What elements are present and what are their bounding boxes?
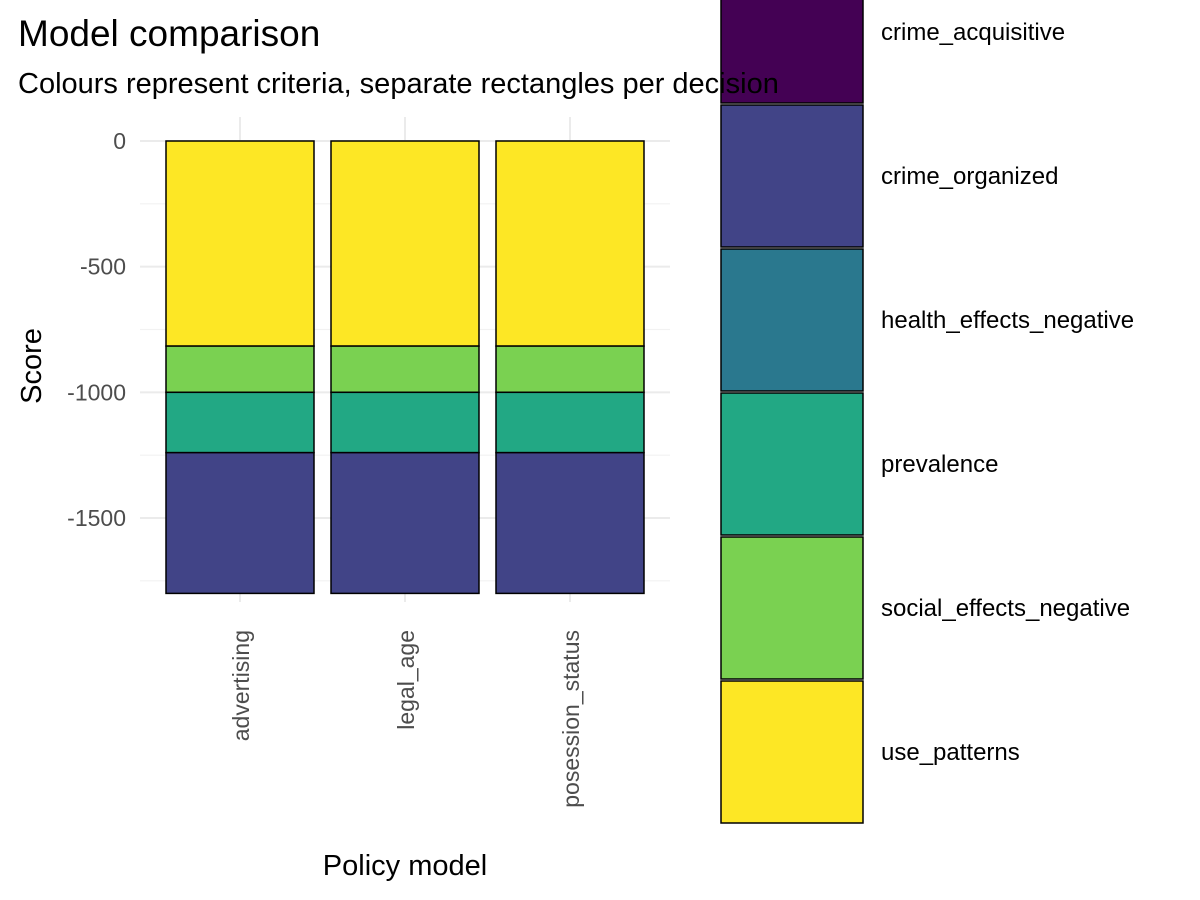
bar-segment-use-patterns-advertising (165, 140, 315, 347)
bar-segment-prevalence-posession-status (495, 391, 645, 454)
chart-title: Model comparison (18, 13, 320, 54)
y-tick-label: -500 (80, 254, 126, 280)
y-axis: 0 -500 -1000 -1500 (67, 128, 126, 531)
y-tick-label: 0 (113, 128, 126, 154)
legend-key-crime-acquisitive (720, 0, 864, 104)
legend-key-health-effects-negative (720, 248, 864, 392)
x-tick-label: advertising (228, 630, 254, 741)
legend-key-use-patterns (720, 680, 864, 824)
chart-subtitle: Colours represent criteria, separate rec… (18, 68, 779, 100)
x-tick-label: posession_status (558, 630, 584, 808)
legend-label-crime-acquisitive: crime_acquisitive (881, 19, 1065, 46)
bar-segment-prevalence-legal-age (330, 391, 480, 454)
bar-segment-social-effects-negative-advertising (165, 345, 315, 394)
y-tick-label: -1000 (67, 379, 126, 405)
y-tick-label: -1500 (67, 505, 126, 531)
legend-key-prevalence (720, 392, 864, 536)
legend-key-crime-organized (720, 104, 864, 248)
legend-label-crime-organized: crime_organized (881, 163, 1058, 190)
bar-segment-social-effects-negative-posession-status (495, 345, 645, 394)
bars (165, 140, 645, 595)
bar-segment-crime-organized-advertising (165, 451, 315, 595)
bar-segment-use-patterns-posession-status (495, 140, 645, 347)
y-axis-title: Score (16, 328, 48, 404)
x-axis-title: Policy model (323, 850, 487, 882)
legend-label-health-effects-negative: health_effects_negative (881, 307, 1134, 334)
bar-segment-crime-organized-legal-age (330, 451, 480, 595)
legend-label-use-patterns: use_patterns (881, 739, 1020, 766)
bar-segment-use-patterns-legal-age (330, 140, 480, 347)
bar-segment-prevalence-advertising (165, 391, 315, 454)
bar-segment-social-effects-negative-legal-age (330, 345, 480, 394)
bar-segment-crime-organized-posession-status (495, 451, 645, 595)
legend-key-social-effects-negative (720, 536, 864, 680)
legend-label-prevalence: prevalence (881, 451, 998, 478)
legend-label-social-effects-negative: social_effects_negative (881, 595, 1130, 622)
x-tick-label: legal_age (393, 630, 419, 730)
legend: crime_acquisitive crime_organized health_e… (720, 0, 1134, 824)
x-axis: advertising legal_age posession_status (228, 630, 584, 808)
